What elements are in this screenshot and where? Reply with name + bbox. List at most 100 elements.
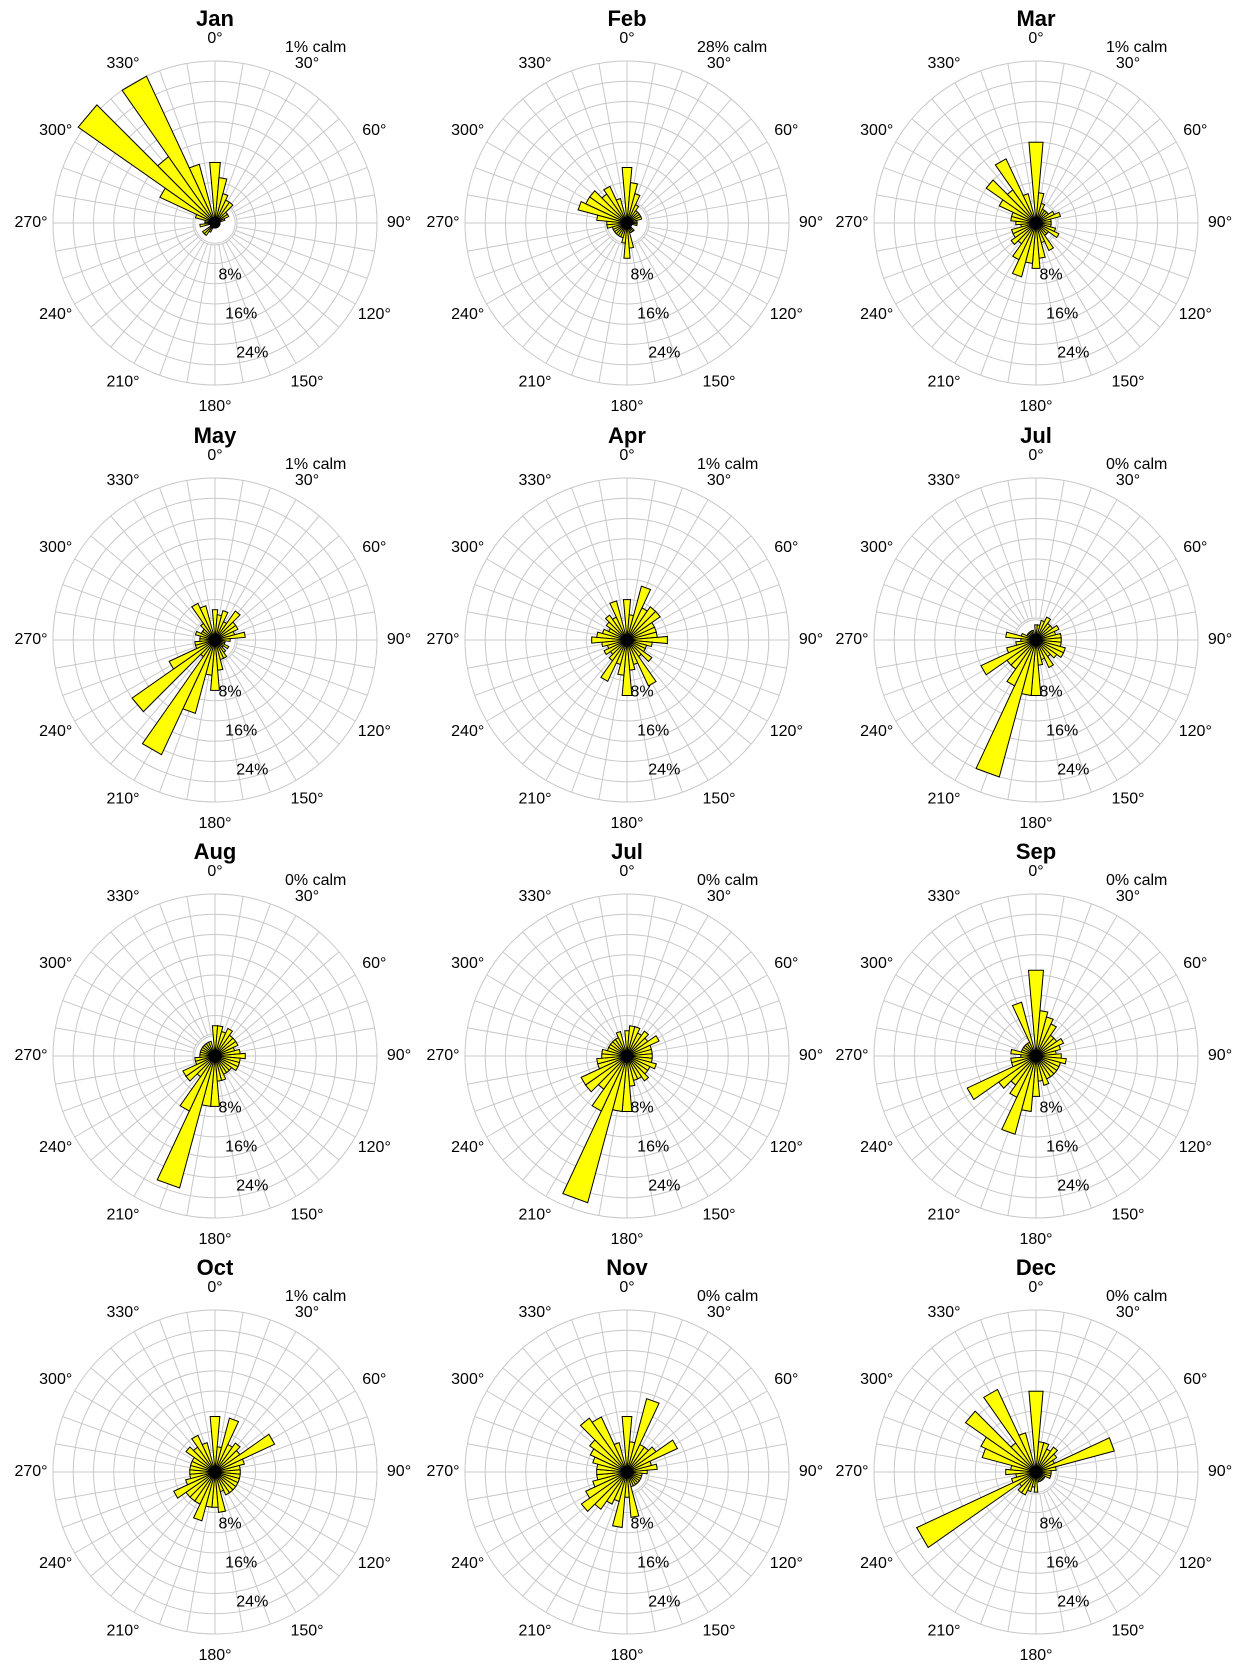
radial-label: 8% [630, 1100, 653, 1117]
grid-spoke [62, 1479, 195, 1528]
grid-spoke [647, 1000, 780, 1049]
grid-spoke [186, 661, 212, 800]
grid-spoke [1043, 903, 1092, 1036]
angle-label: 120° [770, 306, 803, 323]
petal [1011, 1001, 1037, 1057]
petal [209, 1416, 221, 1473]
petal [613, 1442, 628, 1473]
grid-spoke [545, 82, 617, 205]
grid-spoke [931, 1347, 1023, 1456]
panel-title: Sep [1016, 839, 1056, 864]
calm-label: 1% calm [285, 39, 346, 56]
grid-spoke [634, 660, 683, 793]
angle-label: 60° [1183, 1371, 1207, 1388]
angle-label: 180° [198, 398, 231, 415]
grid-spoke [640, 1488, 732, 1597]
grid-spoke [218, 1493, 244, 1632]
calm-label: 0% calm [285, 872, 346, 889]
angle-label: 90° [1208, 214, 1232, 231]
angle-label: 240° [451, 306, 484, 323]
grid-spoke [218, 1312, 244, 1451]
grid-spoke [895, 141, 1018, 213]
angle-label: 0° [1028, 1279, 1043, 1296]
angle-label: 300° [860, 122, 893, 139]
grid-spoke [231, 951, 340, 1043]
angle-label: 0° [1028, 447, 1043, 464]
grid-spoke [931, 1072, 1023, 1181]
grid-spoke [980, 1319, 1029, 1452]
grid-spoke [634, 1076, 683, 1209]
angle-label: 210° [518, 791, 551, 808]
grid-spoke [233, 1066, 356, 1138]
grid-spoke [640, 1072, 732, 1181]
petal [121, 75, 216, 224]
radial-label: 24% [1057, 762, 1089, 779]
angle-label: 30° [1116, 888, 1140, 905]
grid-spoke [640, 239, 732, 348]
calm-label: 0% calm [697, 872, 758, 889]
grid-spoke [236, 1027, 375, 1053]
grid-spoke [1043, 1076, 1092, 1209]
grid-spoke [876, 1027, 1015, 1053]
angle-label: 330° [518, 472, 551, 489]
grid-spoke [467, 226, 606, 252]
angle-label: 60° [362, 1371, 386, 1388]
grid-spoke [1057, 226, 1196, 252]
grid-spoke [876, 643, 1015, 669]
radial-label: 24% [236, 1594, 268, 1611]
grid-spoke [647, 167, 780, 216]
wind-rose-2: 0° 30° 60° 90° 120° 150° 180° 210° 240° 270° 300° 3… [835, 6, 1232, 415]
angle-label: 90° [387, 1047, 411, 1064]
grid-spoke [236, 226, 375, 252]
panel-title: Jul [611, 839, 643, 864]
angle-label: 180° [610, 1647, 643, 1664]
grid-spoke [236, 1443, 375, 1469]
grid-spoke [74, 558, 197, 630]
grid-spoke [1046, 1490, 1118, 1613]
grid-spoke [186, 1493, 212, 1632]
grid-spoke [228, 515, 320, 624]
grid-spoke [222, 487, 271, 620]
grid-spoke [1043, 243, 1092, 376]
grid-spoke [225, 499, 297, 622]
grid-spoke [647, 647, 780, 696]
angle-label: 60° [362, 539, 386, 556]
grid-spoke [637, 499, 709, 622]
grid-spoke [980, 487, 1029, 620]
angle-label: 90° [387, 631, 411, 648]
grid-spoke [931, 515, 1023, 624]
angle-label: 150° [702, 1207, 735, 1224]
angle-label: 150° [1111, 1623, 1144, 1640]
grid-spoke [571, 487, 620, 620]
grid-spoke [640, 98, 732, 207]
angle-label: 270° [835, 631, 868, 648]
grid-spoke [954, 1490, 1026, 1613]
angle-label: 330° [106, 888, 139, 905]
grid-spoke [1046, 1074, 1118, 1197]
grid-spoke [1039, 244, 1065, 383]
angle-label: 90° [799, 214, 823, 231]
petal [1028, 1390, 1044, 1473]
radial-label: 8% [1039, 267, 1062, 284]
wind-rose-7: 0° 30° 60° 90° 120° 150° 180° 210° 240° 270° 300° 3… [426, 839, 823, 1248]
angle-label: 60° [362, 955, 386, 972]
grid-spoke [1057, 194, 1196, 220]
grid-spoke [883, 647, 1016, 696]
angle-label: 30° [295, 1304, 319, 1321]
panel-title: May [194, 423, 238, 448]
radial-label: 16% [1046, 306, 1078, 323]
angle-label: 270° [835, 1463, 868, 1480]
grid-spoke [598, 480, 624, 619]
grid-spoke [1049, 656, 1141, 765]
panel-title: Jul [1020, 423, 1052, 448]
radial-label: 8% [218, 684, 241, 701]
grid-spoke [231, 653, 340, 745]
grid-spoke [235, 1063, 368, 1112]
grid-spoke [1039, 661, 1065, 800]
grid-spoke [1054, 974, 1177, 1046]
radial-label: 8% [1039, 1516, 1062, 1533]
grid-spoke [1056, 584, 1189, 633]
angle-label: 30° [295, 55, 319, 72]
grid-spoke [218, 896, 244, 1035]
wind-rose-4: 0° 30° 60° 90° 120° 150° 180° 210° 240° 270° 300° 3… [426, 423, 823, 832]
